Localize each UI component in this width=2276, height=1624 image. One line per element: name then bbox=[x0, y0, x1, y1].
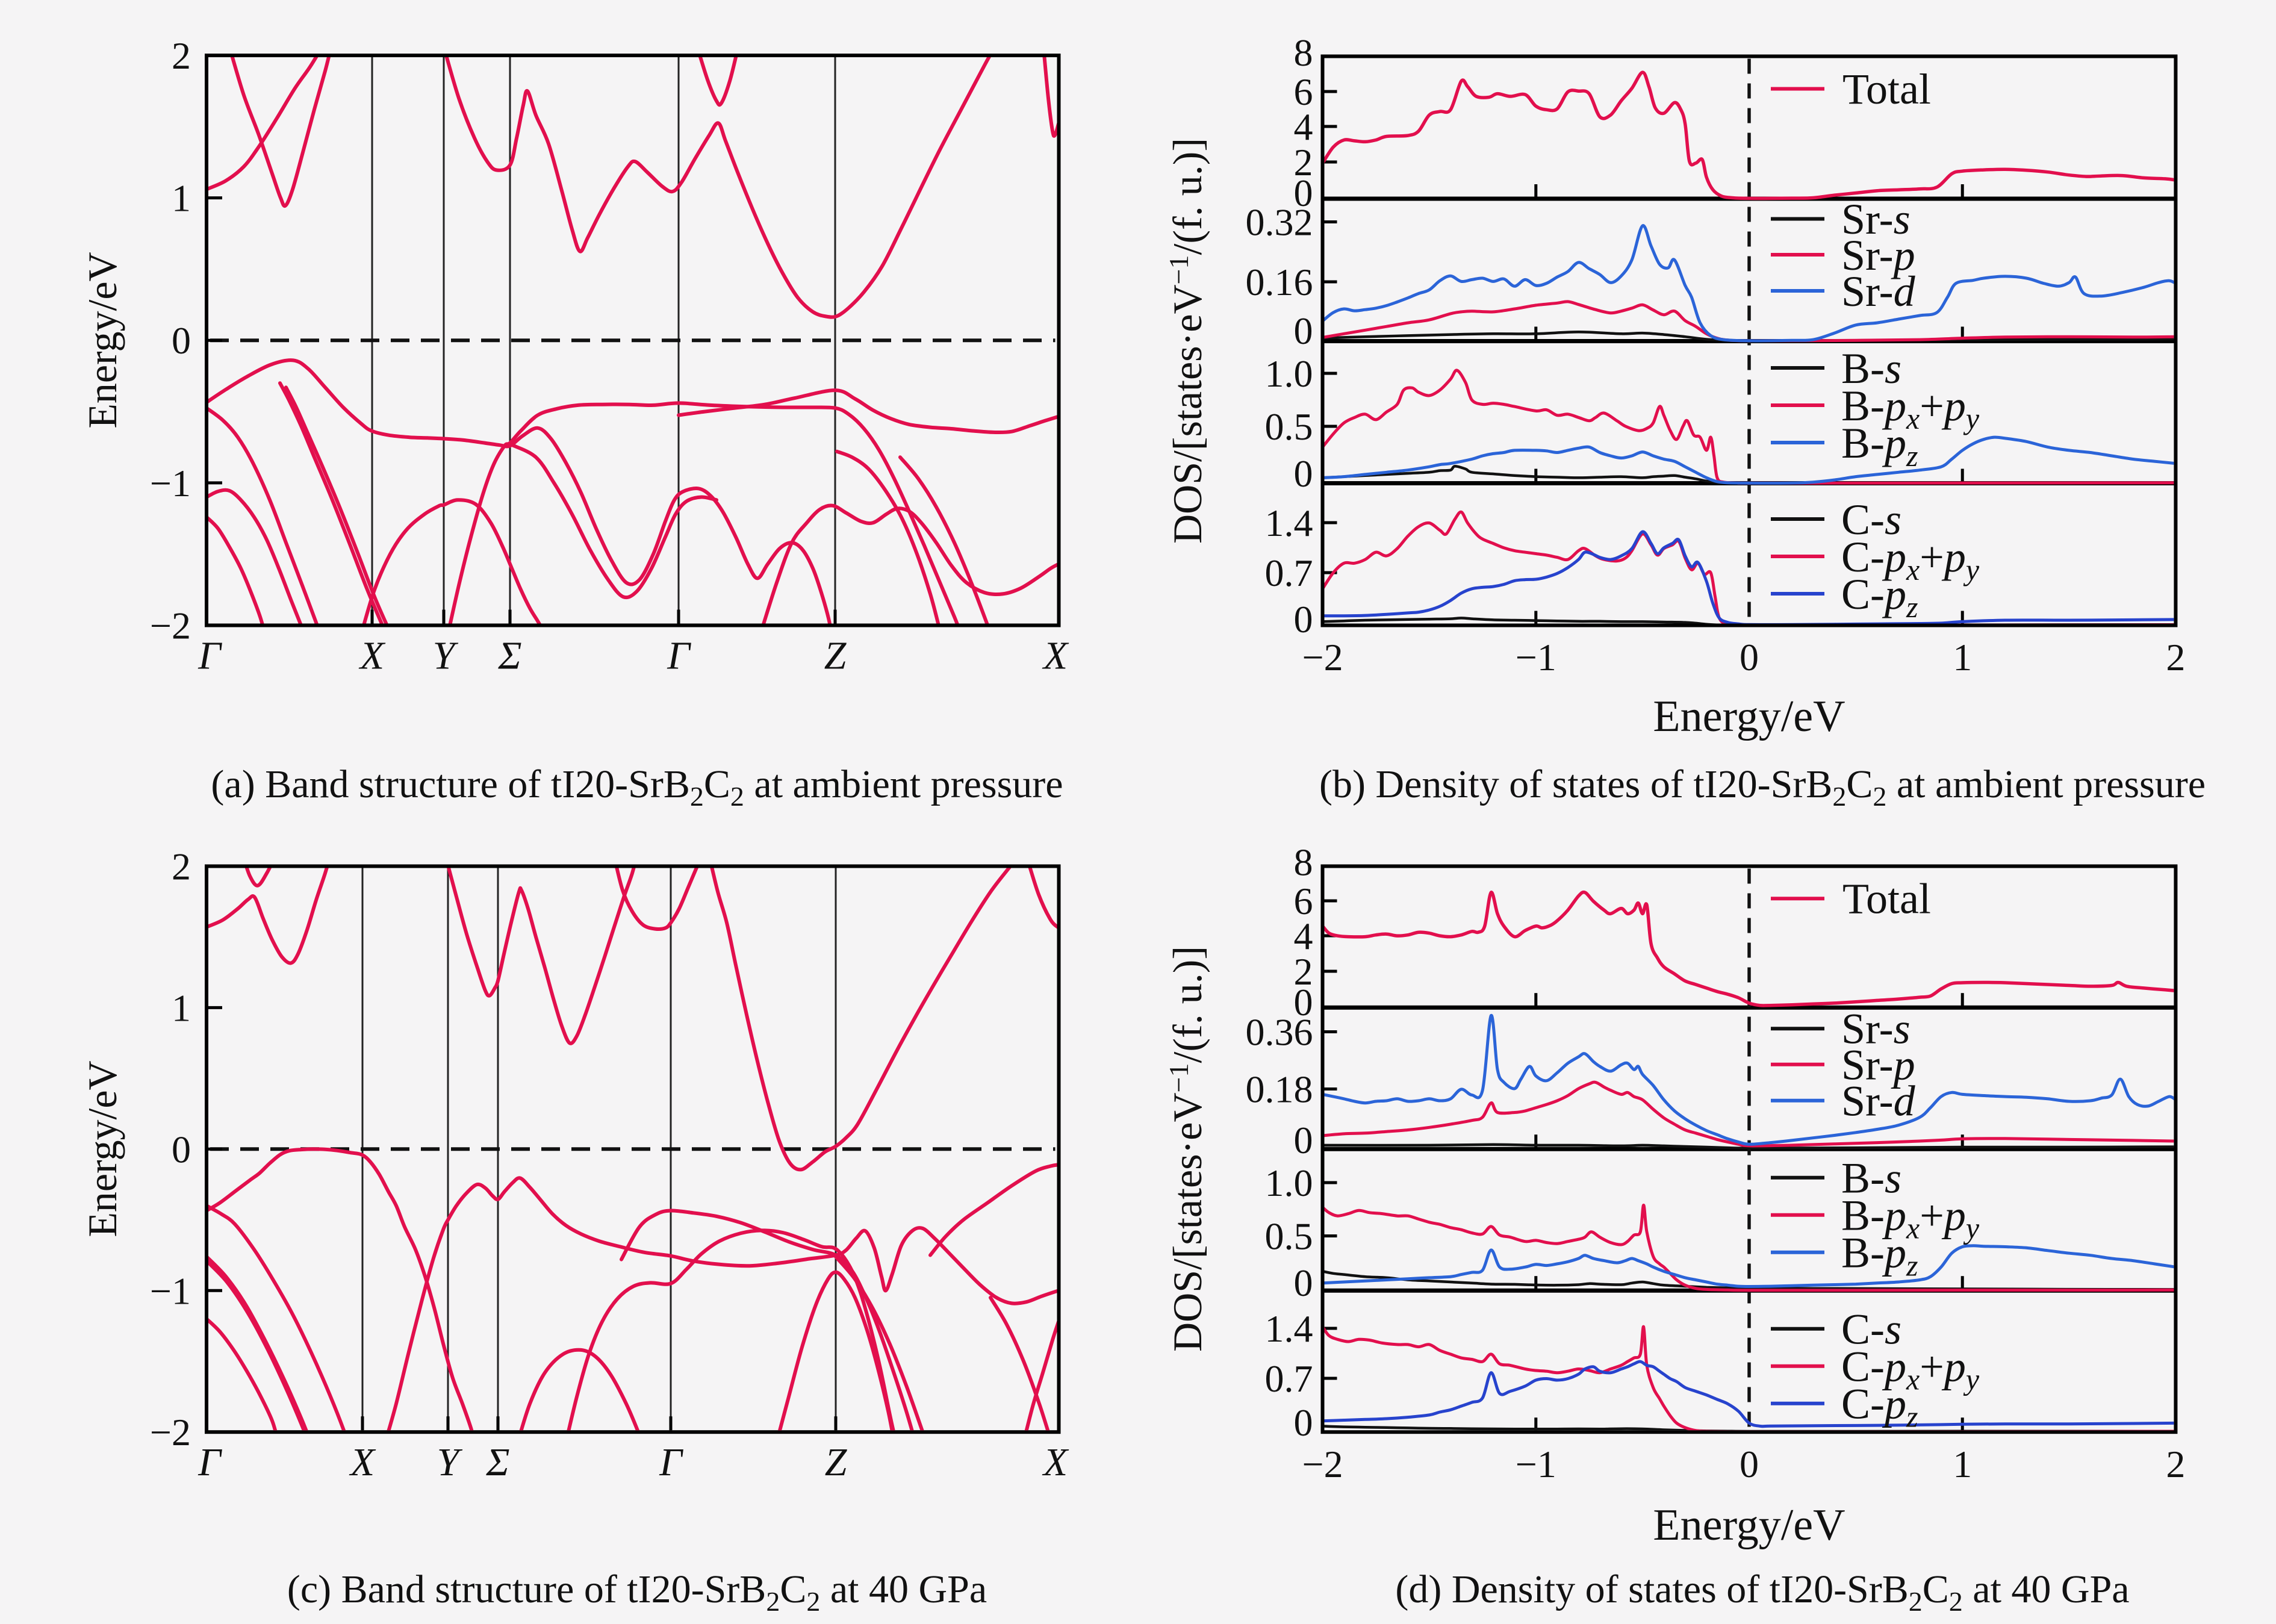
svg-text:6: 6 bbox=[1294, 880, 1313, 922]
svg-text:Σ: Σ bbox=[497, 634, 521, 678]
svg-text:0: 0 bbox=[1294, 452, 1313, 495]
svg-text:−1: −1 bbox=[150, 1269, 191, 1312]
svg-text:Sr-p: Sr-p bbox=[1841, 1041, 1915, 1089]
svg-text:Y: Y bbox=[437, 1440, 463, 1484]
svg-text:0: 0 bbox=[1294, 598, 1313, 641]
svg-text:C-pz: C-pz bbox=[1841, 1380, 1918, 1434]
svg-text:0.36: 0.36 bbox=[1246, 1011, 1313, 1054]
svg-text:1: 1 bbox=[1953, 636, 1972, 679]
svg-text:0.7: 0.7 bbox=[1265, 552, 1313, 594]
svg-text:2: 2 bbox=[1294, 141, 1313, 184]
svg-text:Σ: Σ bbox=[485, 1440, 509, 1484]
svg-text:C-pz: C-pz bbox=[1841, 570, 1918, 624]
svg-text:Z: Z bbox=[824, 634, 847, 678]
svg-text:0: 0 bbox=[1294, 981, 1313, 1024]
svg-text:1.4: 1.4 bbox=[1265, 1307, 1313, 1350]
svg-text:Γ: Γ bbox=[197, 1440, 222, 1484]
svg-text:Sr-s: Sr-s bbox=[1841, 1005, 1911, 1053]
svg-text:Γ: Γ bbox=[667, 634, 691, 678]
svg-text:6: 6 bbox=[1294, 70, 1313, 113]
svg-text:2: 2 bbox=[172, 845, 191, 888]
svg-text:B-px+py: B-px+py bbox=[1841, 1192, 1980, 1245]
svg-text:B-pz: B-pz bbox=[1841, 419, 1918, 473]
svg-text:−2: −2 bbox=[1302, 1443, 1343, 1486]
svg-text:B-s: B-s bbox=[1841, 344, 1901, 393]
svg-text:8: 8 bbox=[1294, 31, 1313, 74]
svg-text:0.5: 0.5 bbox=[1265, 1215, 1313, 1258]
svg-text:Energy/eV: Energy/eV bbox=[79, 1060, 125, 1237]
svg-text:X: X bbox=[1042, 1440, 1069, 1484]
svg-text:1: 1 bbox=[172, 177, 191, 220]
svg-text:−2: −2 bbox=[150, 1411, 191, 1454]
svg-text:0.5: 0.5 bbox=[1265, 405, 1313, 448]
svg-text:C-s: C-s bbox=[1841, 496, 1901, 544]
svg-text:0.7: 0.7 bbox=[1265, 1357, 1313, 1400]
svg-text:8: 8 bbox=[1294, 841, 1313, 884]
svg-text:(d) Density of states of tI20-: (d) Density of states of tI20-SrB2C2 at … bbox=[1395, 1567, 2129, 1617]
svg-text:Energy/eV: Energy/eV bbox=[1653, 692, 1845, 741]
svg-text:4: 4 bbox=[1294, 105, 1313, 148]
svg-text:1: 1 bbox=[172, 986, 191, 1029]
svg-text:1.0: 1.0 bbox=[1265, 352, 1313, 395]
svg-text:2: 2 bbox=[2166, 636, 2185, 679]
svg-text:B-pz: B-pz bbox=[1841, 1229, 1918, 1283]
svg-text:1.4: 1.4 bbox=[1265, 502, 1313, 544]
svg-text:Γ: Γ bbox=[197, 634, 222, 678]
svg-text:4: 4 bbox=[1294, 915, 1313, 957]
svg-text:0.32: 0.32 bbox=[1246, 201, 1313, 244]
svg-text:X: X bbox=[349, 1440, 376, 1484]
svg-text:Sr-d: Sr-d bbox=[1841, 1077, 1916, 1125]
svg-text:−1: −1 bbox=[1516, 636, 1556, 679]
svg-text:−1: −1 bbox=[1516, 1443, 1556, 1486]
svg-text:X: X bbox=[1042, 634, 1069, 678]
svg-text:2: 2 bbox=[172, 34, 191, 77]
svg-text:0: 0 bbox=[172, 1128, 191, 1171]
svg-text:Energy/eV: Energy/eV bbox=[79, 252, 125, 428]
svg-text:(a) Band structure of tI20-SrB: (a) Band structure of tI20-SrB2C2 at amb… bbox=[211, 762, 1063, 812]
svg-text:C-px+py: C-px+py bbox=[1841, 533, 1980, 586]
svg-text:Z: Z bbox=[825, 1440, 848, 1484]
svg-text:1.0: 1.0 bbox=[1265, 1162, 1313, 1204]
svg-text:X: X bbox=[358, 634, 386, 678]
svg-text:0: 0 bbox=[1294, 1119, 1313, 1162]
svg-text:0: 0 bbox=[172, 319, 191, 362]
svg-text:0: 0 bbox=[1294, 310, 1313, 352]
svg-text:Sr-p: Sr-p bbox=[1841, 231, 1915, 279]
svg-text:0: 0 bbox=[1740, 636, 1759, 679]
svg-text:0: 0 bbox=[1294, 1401, 1313, 1444]
svg-text:Total: Total bbox=[1842, 65, 1931, 113]
svg-text:(b) Density of states of tI20-: (b) Density of states of tI20-SrB2C2 at … bbox=[1319, 762, 2206, 812]
svg-text:0: 0 bbox=[1294, 1262, 1313, 1304]
svg-text:2: 2 bbox=[1294, 950, 1313, 993]
svg-text:Energy/eV: Energy/eV bbox=[1653, 1501, 1845, 1550]
svg-text:(c) Band structure of tI20-SrB: (c) Band structure of tI20-SrB2C2 at 40 … bbox=[287, 1567, 987, 1617]
svg-text:1: 1 bbox=[1953, 1443, 1972, 1486]
svg-text:−2: −2 bbox=[150, 605, 191, 647]
svg-text:0: 0 bbox=[1740, 1443, 1759, 1486]
svg-text:DOS/[states·eV−1/(f. u.)]: DOS/[states·eV−1/(f. u.)] bbox=[1163, 946, 1210, 1352]
svg-text:Γ: Γ bbox=[659, 1440, 683, 1484]
svg-text:DOS/[states·eV−1/(f. u.)]: DOS/[states·eV−1/(f. u.)] bbox=[1163, 138, 1210, 544]
svg-text:C-s: C-s bbox=[1841, 1305, 1901, 1354]
svg-text:Y: Y bbox=[433, 634, 459, 678]
svg-text:Sr-s: Sr-s bbox=[1841, 195, 1911, 243]
svg-text:2: 2 bbox=[2166, 1443, 2185, 1486]
svg-text:−1: −1 bbox=[150, 462, 191, 505]
svg-text:Sr-d: Sr-d bbox=[1841, 267, 1916, 316]
svg-text:0.16: 0.16 bbox=[1246, 261, 1313, 303]
svg-text:Total: Total bbox=[1842, 875, 1931, 923]
svg-text:0: 0 bbox=[1294, 172, 1313, 214]
svg-text:−2: −2 bbox=[1302, 636, 1343, 679]
svg-text:B-s: B-s bbox=[1841, 1154, 1901, 1202]
svg-text:0.18: 0.18 bbox=[1246, 1068, 1313, 1111]
